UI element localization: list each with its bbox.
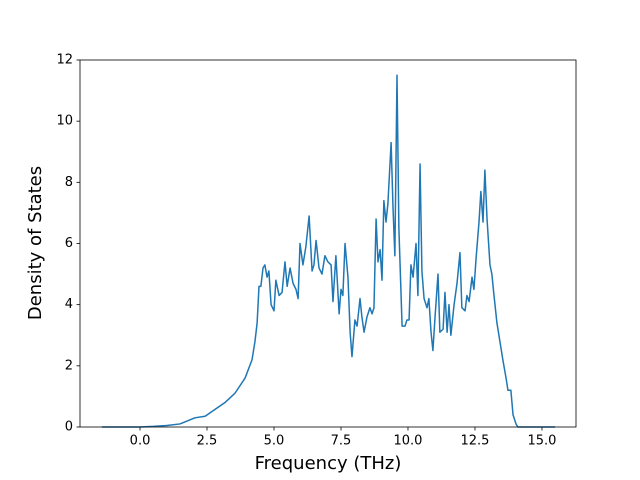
x-tick-label: 10.0 <box>394 434 423 449</box>
line-series <box>101 74 556 428</box>
y-tick-label: 6 <box>65 236 73 251</box>
x-axis-label: Frequency (THz) <box>255 453 402 474</box>
y-tick-label: 8 <box>65 175 73 190</box>
y-tick-label: 2 <box>65 358 73 373</box>
x-tick-label: 12.5 <box>461 434 490 449</box>
y-tick-label: 10 <box>56 114 73 129</box>
x-tick-label: 7.5 <box>331 434 352 449</box>
y-tick-label: 0 <box>65 420 73 435</box>
y-axis-label: Density of States <box>25 166 46 320</box>
x-tick-label: 15.0 <box>527 434 556 449</box>
y-tick-label: 12 <box>56 53 73 68</box>
y-tick-label: 4 <box>65 297 73 312</box>
plot-frame <box>79 59 577 428</box>
x-tick-label: 0.0 <box>130 434 151 449</box>
x-tick-label: 5.0 <box>264 434 285 449</box>
x-tick-label: 2.5 <box>197 434 218 449</box>
